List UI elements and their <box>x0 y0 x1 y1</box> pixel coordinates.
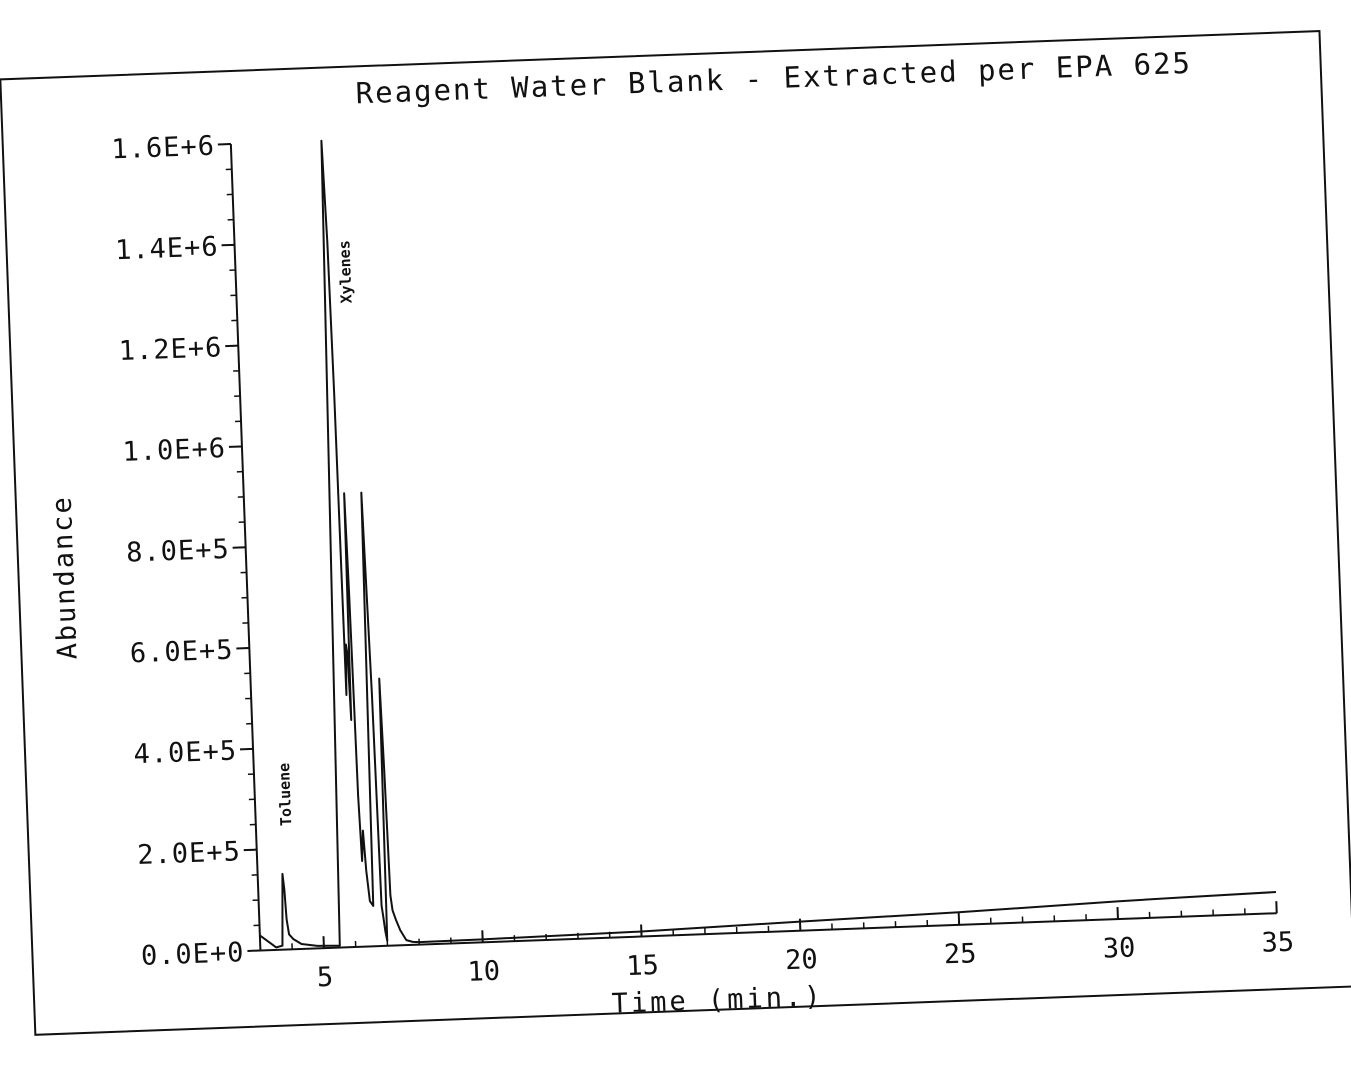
x-axis-label: Time (min.) <box>611 981 824 1020</box>
y-tick-label: 0.0E+0 <box>140 937 245 972</box>
chromatogram-trace <box>231 107 1277 949</box>
x-tick-label: 5 <box>316 962 333 994</box>
x-tick-label: 30 <box>1102 932 1136 964</box>
series-layer <box>231 107 1277 949</box>
y-tick-label: 8.0E+5 <box>126 534 231 569</box>
chart-title: Reagent Water Blank - Extracted per EPA … <box>355 46 1192 111</box>
y-tick-label: 2.0E+5 <box>137 836 242 871</box>
x-tick-label: 20 <box>785 944 819 976</box>
y-tick-label: 6.0E+5 <box>129 635 234 670</box>
peak-label: Toluene <box>275 763 295 827</box>
x-tick-label: 15 <box>626 950 660 982</box>
x-tick-label: 25 <box>943 938 977 970</box>
title-layer: Reagent Water Blank - Extracted per EPA … <box>355 46 1192 111</box>
peak-label: Xylenes <box>335 240 355 304</box>
annotation-layer: Toluene Xylenes <box>256 240 375 826</box>
y-tick-label: 4.0E+5 <box>133 735 238 770</box>
y-tick-label: 1.6E+6 <box>111 131 216 166</box>
y-tick-label: 1.0E+6 <box>122 433 227 468</box>
y-tick-label: 1.4E+6 <box>115 231 220 266</box>
y-axis-label: Abundance <box>47 495 84 660</box>
x-tick-label: 35 <box>1261 927 1295 959</box>
axis-ticks: 5 10 15 20 25 30 35 0.0E+0 2.0E+5 4.0E+5 6.0E+5 8.0… <box>111 92 1295 1000</box>
y-tick-label: 1.2E+6 <box>118 332 223 367</box>
x-tick-label: 10 <box>467 956 501 988</box>
